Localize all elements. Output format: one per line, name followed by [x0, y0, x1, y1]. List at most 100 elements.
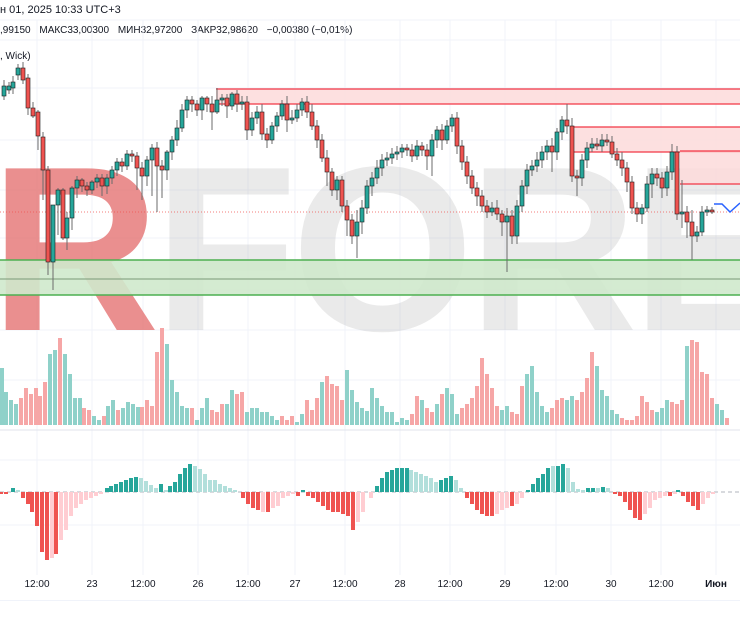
- volume-bar: [380, 406, 384, 425]
- volume-bar: [375, 398, 379, 425]
- volume-bar: [705, 374, 709, 425]
- volume-bar: [82, 408, 86, 425]
- volume-bar: [335, 386, 339, 425]
- oscillator-bar: [380, 478, 384, 492]
- candle-bull: [229, 93, 235, 107]
- oscillator-bar: [261, 492, 265, 512]
- candle-bear: [139, 167, 145, 177]
- volume-bar: [19, 398, 23, 425]
- candle-bull: [504, 215, 510, 223]
- volume-bar: [255, 408, 259, 425]
- candle-bear: [674, 151, 680, 215]
- volume-bar: [245, 412, 249, 425]
- indicator-legend[interactable]: , Wick): [0, 51, 31, 62]
- volume-bar: [111, 400, 115, 425]
- candle-bull: [664, 171, 670, 189]
- volume-bar: [590, 352, 594, 425]
- oscillator-bar: [439, 480, 443, 492]
- volume-bar: [630, 420, 634, 425]
- candle-bull: [399, 147, 405, 153]
- oscillator-bar: [434, 482, 438, 492]
- oscillator-bar: [99, 492, 103, 494]
- candle-bull: [514, 205, 520, 237]
- volume-bar: [14, 404, 18, 425]
- volume-bar: [190, 408, 194, 425]
- oscillator-bar: [561, 464, 565, 492]
- volume-bar: [620, 418, 624, 425]
- candle-bear: [259, 111, 265, 135]
- volume-bar: [560, 398, 564, 425]
- candle-bear: [119, 161, 125, 167]
- candle-bull: [149, 147, 155, 161]
- oscillator-bar: [531, 484, 535, 492]
- volume-bar: [310, 410, 314, 425]
- volume-bar: [97, 420, 101, 425]
- volume-bar: [225, 404, 229, 425]
- volume-bar: [116, 410, 120, 425]
- volume-bar: [680, 400, 684, 425]
- candle-bull: [254, 111, 260, 119]
- oscillator-bar: [134, 477, 138, 492]
- volume-bar: [550, 408, 554, 425]
- oscillator-bar: [696, 492, 700, 510]
- oscillator-bar: [409, 470, 413, 492]
- candle-bear: [479, 195, 485, 207]
- oscillator-bar: [606, 488, 610, 492]
- oscillator-bar: [505, 492, 509, 508]
- candle-bull: [544, 145, 550, 153]
- oscillator-bar: [223, 486, 227, 492]
- volume-bar: [126, 402, 130, 425]
- candle-bull: [364, 185, 370, 209]
- oscillator-bar: [475, 492, 479, 510]
- time-axis-label: 12:00: [543, 579, 569, 590]
- candle-bull: [109, 169, 115, 179]
- candle-bear: [469, 175, 475, 189]
- volume-bar: [87, 410, 91, 425]
- oscillator-bar: [596, 488, 600, 492]
- volume-bar: [425, 408, 429, 425]
- candle-bull: [50, 204, 56, 263]
- oscillator-bar: [601, 487, 605, 492]
- candle-bear: [99, 177, 105, 187]
- candle-bear: [189, 99, 195, 105]
- ohlc-high-value: 33,00300: [67, 25, 110, 36]
- candle-bear: [689, 221, 695, 237]
- volume-bar: [365, 411, 369, 425]
- volume-bar: [415, 396, 419, 425]
- candle-bull: [699, 211, 705, 233]
- oscillator-bar: [40, 492, 44, 552]
- candle-bull: [539, 151, 545, 161]
- oscillator-bar: [668, 492, 672, 496]
- price-chart[interactable]: RFOREX.c: [0, 0, 740, 575]
- time-axis-label: 12:00: [235, 579, 261, 590]
- oscillator-bar: [490, 492, 494, 516]
- volume-bar: [670, 402, 674, 425]
- volume-bar: [290, 416, 294, 425]
- volume-bar: [285, 420, 289, 425]
- candle-bear: [609, 141, 615, 155]
- candle-bull: [489, 207, 495, 213]
- candle-bull: [239, 101, 245, 105]
- oscillator-bar: [551, 466, 555, 492]
- volume-bar: [690, 340, 694, 425]
- candle-bear: [159, 165, 165, 171]
- candle-bear: [349, 219, 355, 237]
- volume-bar: [405, 420, 409, 425]
- candle-bear: [79, 179, 85, 187]
- candle-bull: [169, 139, 175, 153]
- candle-bear: [494, 207, 500, 215]
- oscillator-bar: [520, 492, 524, 498]
- volume-bar: [460, 408, 464, 425]
- oscillator-bar: [356, 492, 360, 522]
- volume-bar: [160, 328, 164, 425]
- candle-bull: [219, 97, 225, 101]
- volume-bar: [34, 388, 38, 425]
- time-axis-label: 12:00: [648, 579, 674, 590]
- time-axis[interactable]: 12:00 23 12:00 26 12:00 27 12:00 28 12:00 29 12:00…: [0, 575, 740, 595]
- candle-bear: [564, 119, 570, 127]
- oscillator-bar: [276, 492, 280, 506]
- oscillator-bar: [21, 492, 25, 498]
- volume-bar: [305, 400, 309, 425]
- oscillator-bar: [405, 468, 409, 492]
- ohlc-open: ,99150: [0, 25, 31, 36]
